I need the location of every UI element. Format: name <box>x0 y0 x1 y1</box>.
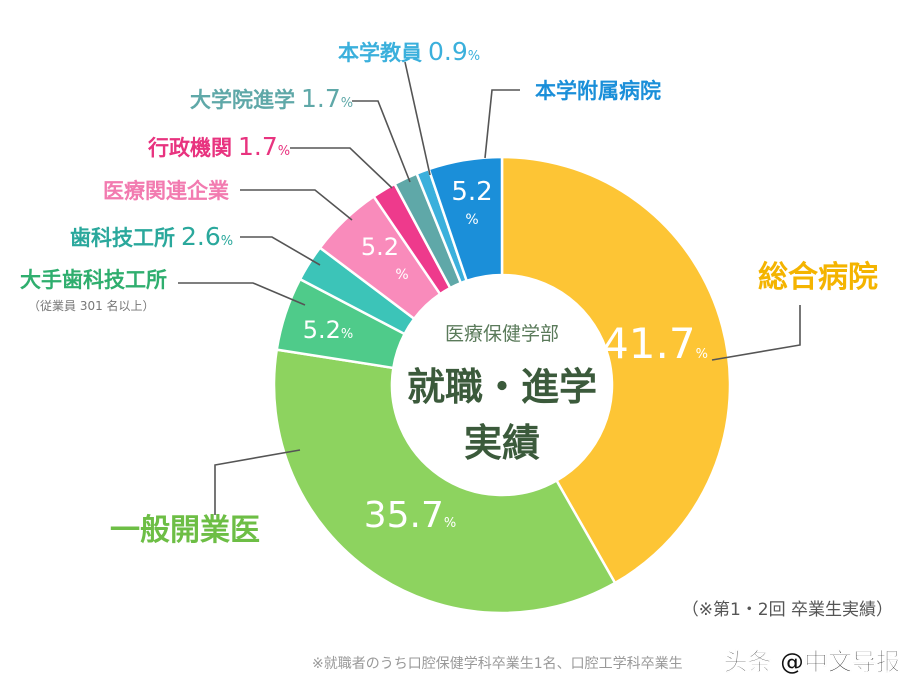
category-label-8: 本学附属病院 <box>535 79 661 103</box>
leader-line-3 <box>240 236 321 266</box>
category-label-4: 医療関連企業 <box>103 179 230 203</box>
unit-label: % <box>341 327 353 342</box>
unit-label: % <box>221 234 233 249</box>
center-subtitle: 医療保健学部 <box>445 323 559 345</box>
value-label-1: 35.7% <box>364 495 457 536</box>
leader-line-5 <box>290 147 393 189</box>
category-label-6: 大学院進学 1.7% <box>190 84 353 113</box>
category-label-5: 行政機関 1.7% <box>147 132 290 161</box>
value-label-0: 41.7% <box>602 319 708 368</box>
unit-label: % <box>465 212 478 228</box>
value-label-7: 0.9 <box>428 37 468 66</box>
watermark: 头条 @中文导报 <box>724 648 900 676</box>
leader-line-2 <box>178 282 306 306</box>
slice-1 <box>272 348 617 615</box>
unit-label: % <box>696 347 708 362</box>
center-title-line2: 実績 <box>464 421 540 465</box>
footnote-bottom: ※就職者のうち口腔保健学科卒業生1名、口腔工学科卒業生 <box>312 656 683 672</box>
labels: 41.7%35.7%5.2%5.2%%5.2%%総合病院一般開業医大手歯科技工所… <box>20 37 878 548</box>
category-label-0: 総合病院 <box>758 260 878 295</box>
category-note: （従業員 301 名以上） <box>28 298 155 313</box>
leader-line-4 <box>240 189 353 221</box>
unit-label: % <box>395 267 408 283</box>
unit-label: % <box>444 516 456 531</box>
category-label-1: 一般開業医 <box>110 513 260 548</box>
value-label-8: 5.2 <box>451 177 492 207</box>
value-label-4: 5.2 <box>361 233 399 261</box>
slices <box>272 155 732 615</box>
unit-label: % <box>278 144 290 159</box>
leader-line-6 <box>352 100 411 183</box>
value-label-5: 1.7 <box>238 132 278 161</box>
slice-0 <box>500 155 732 585</box>
leader-line-1 <box>214 449 301 515</box>
unit-label: % <box>341 96 353 111</box>
footnote-right: （※第1・2回 卒業生実績） <box>682 600 893 620</box>
leader-line-7 <box>404 61 431 176</box>
category-label-7: 本学教員 0.9% <box>338 37 480 66</box>
leader-line-0 <box>711 305 801 361</box>
unit-label: % <box>468 49 480 64</box>
leader-line-8 <box>484 89 520 159</box>
category-label-2: 大手歯科技工所 <box>20 268 167 292</box>
slice-8 <box>427 155 504 283</box>
center-title-line1: 就職・進学 <box>407 365 597 409</box>
leader-lines <box>178 61 801 515</box>
value-label-6: 1.7 <box>301 84 341 113</box>
value-label-3: 2.6 <box>181 222 221 251</box>
category-label-3: 歯科技工所 2.6% <box>70 222 233 251</box>
